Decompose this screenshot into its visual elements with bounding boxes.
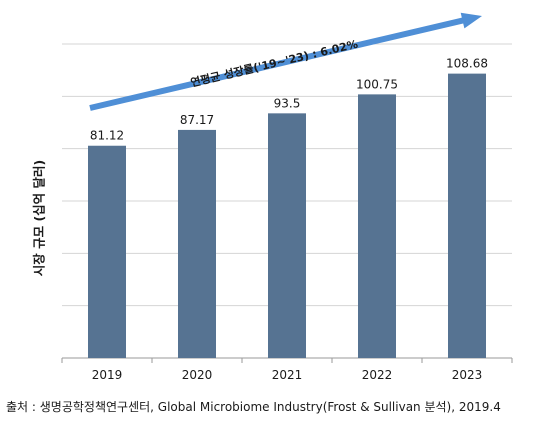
x-tick-label: 2022 [362, 368, 393, 382]
x-tick-label: 2023 [452, 368, 483, 382]
data-label: 81.12 [90, 129, 124, 143]
bars [88, 73, 486, 358]
data-label: 100.75 [356, 77, 398, 91]
bar [448, 73, 486, 358]
x-tick-label: 2019 [92, 368, 123, 382]
bar [88, 145, 126, 358]
data-label: 108.68 [446, 57, 488, 71]
bar [268, 113, 306, 358]
x-tick-labels: 2019 2020 2021 2022 2023 [92, 368, 483, 382]
x-tick-label: 2020 [182, 368, 213, 382]
bar [358, 94, 396, 358]
data-labels: 81.12 87.17 93.5 100.75 108.68 [90, 57, 488, 143]
data-label: 93.5 [274, 96, 301, 110]
x-tick-label: 2021 [272, 368, 303, 382]
bar [178, 129, 216, 358]
y-axis-label: 시장 규모 (십억 달러) [31, 159, 47, 277]
y-axis-label-box: 시장 규모 (십억 달러) [18, 148, 58, 288]
source-note: 출처 : 생명공학정책연구센터, Global Microbiome Indus… [6, 400, 501, 414]
growth-arrow [89, 12, 483, 111]
data-label: 87.17 [180, 113, 214, 127]
growth-label: 연평균 성장률('19~'23) : 6.02% [189, 37, 359, 90]
